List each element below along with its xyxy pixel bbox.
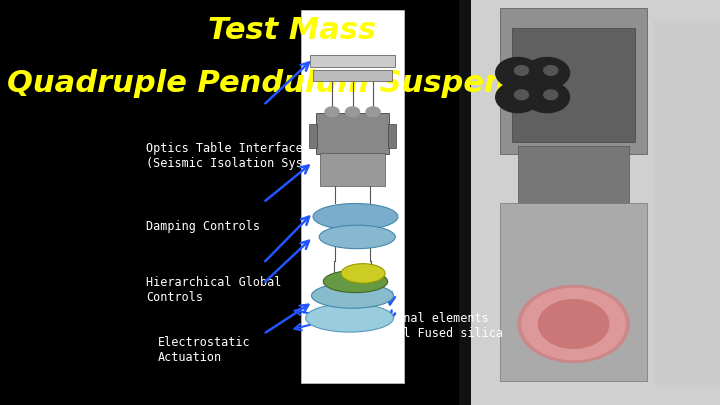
Circle shape bbox=[325, 107, 339, 117]
Ellipse shape bbox=[306, 304, 394, 332]
Text: Quadruple Pendulum Suspension: Quadruple Pendulum Suspension bbox=[7, 69, 577, 98]
Text: Test Mass: Test Mass bbox=[209, 16, 377, 45]
Bar bbox=[500, 202, 647, 381]
Bar bbox=[518, 146, 629, 202]
Circle shape bbox=[544, 66, 558, 75]
Ellipse shape bbox=[312, 283, 394, 308]
Bar bbox=[387, 124, 397, 148]
Circle shape bbox=[544, 90, 558, 100]
Ellipse shape bbox=[319, 225, 395, 249]
Ellipse shape bbox=[323, 271, 387, 292]
Circle shape bbox=[525, 82, 570, 113]
Circle shape bbox=[518, 286, 629, 362]
Bar bbox=[309, 124, 318, 148]
Ellipse shape bbox=[341, 264, 385, 283]
Text: Optics Table Interface
(Seismic Isolation System): Optics Table Interface (Seismic Isolatio… bbox=[146, 142, 331, 170]
Bar bbox=[313, 70, 392, 81]
Circle shape bbox=[539, 300, 608, 348]
Circle shape bbox=[522, 288, 625, 360]
Circle shape bbox=[495, 82, 540, 113]
Circle shape bbox=[515, 90, 528, 100]
Text: Hierarchical Global
Controls: Hierarchical Global Controls bbox=[146, 275, 282, 304]
Circle shape bbox=[366, 107, 380, 117]
Bar bbox=[316, 113, 389, 154]
Bar bbox=[310, 55, 395, 67]
Circle shape bbox=[346, 107, 359, 117]
Bar bbox=[512, 28, 635, 142]
Ellipse shape bbox=[313, 203, 398, 230]
Bar bbox=[459, 0, 471, 405]
Text: Final elements
All Fused silica: Final elements All Fused silica bbox=[389, 312, 503, 340]
Circle shape bbox=[515, 66, 528, 75]
Bar bbox=[652, 20, 720, 385]
Bar bbox=[301, 10, 404, 383]
Bar bbox=[500, 8, 647, 154]
Text: Electrostatic
Actuation: Electrostatic Actuation bbox=[158, 336, 251, 364]
Bar bbox=[320, 153, 384, 186]
Text: Damping Controls: Damping Controls bbox=[146, 220, 260, 233]
Circle shape bbox=[525, 58, 570, 88]
Bar bbox=[459, 0, 720, 405]
Circle shape bbox=[495, 58, 540, 88]
